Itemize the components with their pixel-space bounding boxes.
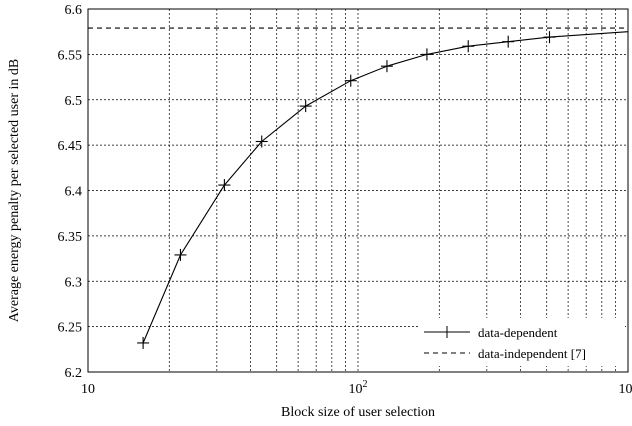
- x-tick-label: 102: [349, 379, 368, 397]
- data-point: [380, 60, 393, 73]
- y-tick-label: 6.45: [58, 139, 83, 154]
- data-point: [255, 135, 268, 148]
- data-point: [543, 31, 556, 44]
- data-point: [174, 248, 187, 261]
- series-line-data-dependent: [142, 31, 629, 344]
- data-point: [137, 336, 150, 349]
- y-tick-label: 6.25: [58, 321, 83, 336]
- y-tick-label: 6.35: [58, 230, 83, 245]
- x-axis-label: Block size of user selection: [281, 405, 435, 420]
- y-axis-label: Average energy penalty per selected user…: [7, 59, 22, 322]
- series: [88, 27, 629, 349]
- y-tick-label: 6.2: [65, 366, 83, 381]
- x-tick-label: 103: [619, 379, 632, 397]
- data-point: [420, 48, 433, 61]
- legend-entry-data-independent: data-independent [7]: [478, 346, 586, 361]
- y-tick-label: 6.6: [65, 3, 83, 18]
- legend-box: [420, 318, 625, 366]
- legend-entry-data-dependent: data-dependent: [478, 325, 558, 340]
- data-point: [344, 74, 357, 87]
- y-tick-label: 6.5: [65, 94, 83, 109]
- data-point: [462, 40, 475, 53]
- grid: [88, 9, 628, 372]
- y-tick-label: 6.4: [65, 185, 83, 200]
- legend: data-dependent data-independent [7]: [420, 318, 625, 366]
- y-tick-label: 6.55: [58, 48, 83, 63]
- data-point: [218, 179, 231, 192]
- y-tick-label: 6.3: [65, 275, 83, 290]
- data-point: [502, 35, 515, 48]
- x-tick-label: 10: [81, 382, 95, 397]
- data-point: [299, 100, 312, 113]
- plot-frame: [87, 8, 629, 373]
